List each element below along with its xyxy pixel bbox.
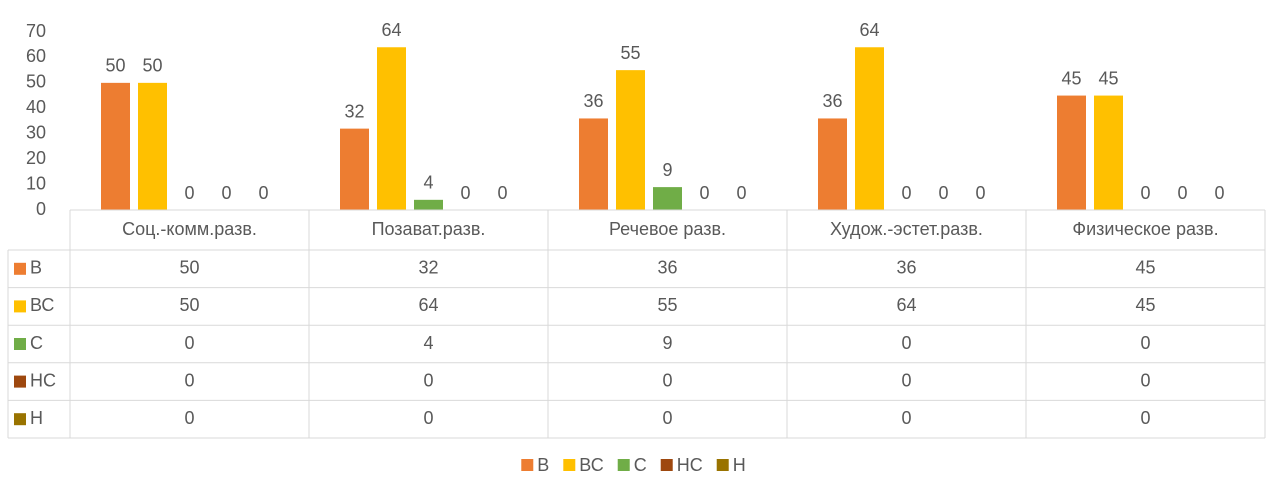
row-label: Н [30, 408, 43, 428]
table-cell: 9 [662, 333, 672, 353]
data-label: 36 [583, 91, 603, 111]
legend-key [14, 338, 26, 350]
data-label: 64 [381, 20, 401, 40]
row-label: С [30, 333, 43, 353]
y-tick-label: 20 [26, 148, 46, 168]
table-cell: 0 [184, 370, 194, 390]
data-label: 9 [662, 160, 672, 180]
table-cell: 36 [657, 258, 677, 278]
legend-key [716, 459, 729, 471]
y-tick-label: 40 [26, 97, 46, 117]
bar [616, 70, 645, 211]
data-label: 36 [822, 91, 842, 111]
table-cell: 50 [179, 258, 199, 278]
row-label: В [30, 258, 42, 278]
legend-label: С [634, 455, 647, 475]
data-label: 0 [901, 183, 911, 203]
data-label: 50 [105, 56, 125, 76]
y-tick-label: 0 [36, 199, 46, 219]
bar [653, 187, 682, 210]
bar [138, 82, 167, 210]
table-cell: 0 [184, 408, 194, 428]
legend-key [617, 459, 630, 471]
data-label: 0 [221, 183, 231, 203]
data-label: 45 [1098, 68, 1118, 88]
category-label: Соц.-комм.разв. [122, 219, 257, 239]
table-cell: 0 [184, 333, 194, 353]
data-label: 0 [1140, 183, 1150, 203]
data-label: 4 [423, 173, 433, 193]
category-label: Речевое разв. [609, 219, 726, 239]
table-cell: 4 [423, 333, 433, 353]
category-label: Физическое разв. [1072, 219, 1218, 239]
data-label: 0 [1214, 183, 1224, 203]
table-cell: 55 [657, 295, 677, 315]
data-label: 0 [460, 183, 470, 203]
table-cell: 0 [1140, 408, 1150, 428]
legend-label: Н [733, 455, 746, 475]
legend-key [14, 262, 26, 275]
table-cell: 0 [1140, 370, 1150, 390]
row-label: НС [30, 370, 56, 390]
y-tick-label: 30 [26, 122, 46, 142]
category-label: Позават.разв. [372, 219, 486, 239]
bar [1094, 95, 1123, 210]
bar [340, 128, 369, 210]
bar [101, 82, 130, 210]
legend-label: ВС [579, 455, 603, 475]
data-label: 0 [975, 183, 985, 203]
table-cell: 0 [423, 408, 433, 428]
legend-key [660, 459, 673, 471]
table-cell: 32 [418, 258, 438, 278]
table-cell: 50 [179, 295, 199, 315]
table-cell: 45 [1135, 258, 1155, 278]
data-label: 55 [620, 43, 640, 63]
row-label: ВС [30, 295, 54, 315]
y-tick-label: 10 [26, 173, 46, 193]
data-label: 50 [142, 56, 162, 76]
y-tick-label: 50 [26, 72, 46, 92]
table-cell: 0 [662, 408, 672, 428]
table-cell: 0 [901, 408, 911, 428]
table-cell: 36 [896, 258, 916, 278]
data-label: 0 [258, 183, 268, 203]
legend-key [14, 413, 26, 426]
table-cell: 45 [1135, 295, 1155, 315]
table-cell: 0 [901, 370, 911, 390]
table-cell: 0 [423, 370, 433, 390]
legend-key [521, 459, 534, 471]
y-tick-label: 70 [26, 21, 46, 41]
legend-key [14, 300, 26, 313]
legend-key [563, 459, 576, 471]
data-label: 0 [1177, 183, 1187, 203]
data-label: 0 [938, 183, 948, 203]
data-label: 0 [497, 183, 507, 203]
legend-label: В [537, 455, 549, 475]
legend-label: НС [677, 455, 703, 475]
table-cell: 0 [1140, 333, 1150, 353]
table-cell: 64 [896, 295, 916, 315]
data-label: 32 [344, 101, 364, 121]
data-label: 0 [736, 183, 746, 203]
bar [579, 118, 608, 210]
category-label: Худож.-эстет.разв. [830, 219, 983, 239]
bar [1057, 95, 1086, 210]
bar [818, 118, 847, 210]
table-cell: 64 [418, 295, 438, 315]
bar [377, 47, 406, 210]
y-tick-label: 60 [26, 46, 46, 66]
legend-key [14, 375, 26, 388]
bar [414, 199, 443, 210]
data-label: 64 [859, 20, 879, 40]
data-label: 45 [1061, 68, 1081, 88]
table-cell: 0 [901, 333, 911, 353]
data-label: 0 [184, 183, 194, 203]
table-cell: 0 [662, 370, 672, 390]
data-label: 0 [699, 183, 709, 203]
bar [855, 47, 884, 210]
